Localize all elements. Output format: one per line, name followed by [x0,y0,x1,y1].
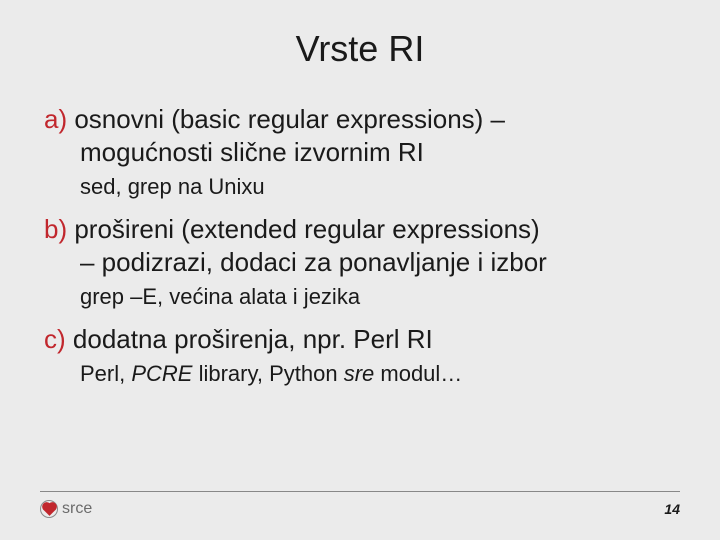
item-marker: b) [44,214,67,244]
logo-text: srce [62,500,92,518]
item-text: dodatna proširenja, npr. Perl RI [66,324,433,354]
item-marker: a) [44,104,67,134]
item-text-line2: mogućnosti slične izvornim RI [80,137,680,168]
item-text: osnovni (basic regular expressions) – [67,104,505,134]
footer-row: srce 14 [40,500,680,518]
heart-shape-icon [43,503,56,516]
list-item: b) prošireni (extended regular expressio… [44,214,680,310]
page-number: 14 [664,501,680,517]
slide-title: Vrste RI [40,28,680,70]
footer-rule [40,491,680,492]
slide: Vrste RI a) osnovni (basic regular expre… [0,0,720,540]
item-row: c) dodatna proširenja, npr. Perl RI [44,324,680,355]
item-subtext: sed, grep na Unixu [80,174,680,200]
content-list: a) osnovni (basic regular expressions) –… [40,104,680,387]
item-text-line2: – podizrazi, dodaci za ponavljanje i izb… [80,247,680,278]
item-marker: c) [44,324,66,354]
heart-icon [40,500,58,518]
list-item: c) dodatna proširenja, npr. Perl RI Perl… [44,324,680,387]
item-text: prošireni (extended regular expressions) [67,214,540,244]
logo: srce [40,500,92,518]
list-item: a) osnovni (basic regular expressions) –… [44,104,680,200]
item-subtext: grep –E, većina alata i jezika [80,284,680,310]
item-row: b) prošireni (extended regular expressio… [44,214,680,245]
slide-footer: srce 14 [40,491,680,518]
item-subtext: Perl, PCRE library, Python sre modul… [80,361,680,387]
item-row: a) osnovni (basic regular expressions) – [44,104,680,135]
